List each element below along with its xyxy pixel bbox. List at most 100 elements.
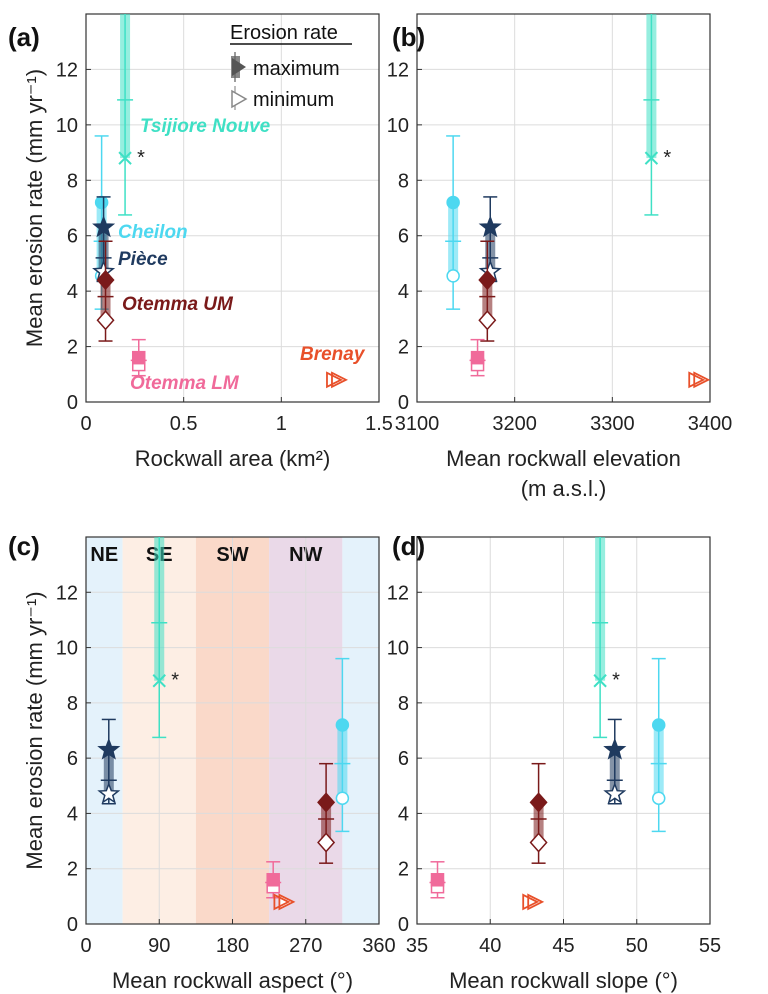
y-tick-label: 0	[67, 914, 78, 936]
marker-max	[336, 719, 348, 731]
x-tick-label: 3200	[492, 413, 537, 435]
legend-title: Erosion rate	[230, 22, 338, 44]
y-axis-label: Mean erosion rate (mm yr⁻¹)	[22, 591, 47, 869]
asterisk-note: *	[612, 670, 620, 692]
y-tick-label: 6	[67, 748, 78, 770]
asterisk-note: *	[171, 670, 179, 692]
point-piece	[481, 197, 500, 282]
data-marks	[430, 531, 667, 908]
marker-min	[336, 792, 348, 804]
aspect-sector-ne	[86, 537, 123, 924]
aspect-sector-n2	[342, 537, 379, 924]
y-tick-label: 10	[56, 638, 78, 660]
y-tick-label: 12	[56, 59, 78, 81]
marker-min	[531, 833, 547, 851]
x-tick-label: 0.5	[170, 413, 198, 435]
y-tick-label: 4	[398, 803, 409, 825]
marker-max	[472, 352, 484, 364]
y-tick-label: 0	[398, 914, 409, 936]
x-axis-label: Rockwall area (km²)	[135, 446, 331, 471]
point-brenay	[327, 373, 346, 387]
grid	[417, 537, 710, 924]
y-tick-label: 8	[398, 693, 409, 715]
y-tick-label: 2	[67, 337, 78, 359]
legend-max-label: maximum	[253, 58, 340, 80]
site-label-tsijiore: Tsijiore Nouve	[140, 116, 271, 137]
y-tick-label: 12	[387, 582, 409, 604]
point-otemma_lm	[470, 340, 486, 376]
x-tick-label: 90	[148, 935, 170, 957]
y-tick-label: 8	[398, 170, 409, 192]
asterisk-note: *	[137, 147, 145, 169]
point-otemma_lm	[430, 862, 446, 898]
asterisk-note: *	[663, 147, 671, 169]
point-otemma_lm	[131, 340, 147, 376]
y-tick-label: 2	[67, 859, 78, 881]
marker-min	[653, 792, 665, 804]
data-marks	[445, 8, 708, 386]
x-axis-label: Mean rockwall elevation	[446, 446, 681, 471]
point-tsijiore	[643, 8, 659, 214]
site-label-otemma_um: Otemma UM	[122, 294, 234, 315]
y-tick-label: 0	[67, 392, 78, 414]
site-label-otemma_lm: Otemma LM	[130, 373, 240, 394]
y-tick-label: 10	[387, 115, 409, 137]
marker-min	[98, 311, 114, 329]
marker-max	[133, 352, 145, 364]
y-tick-label: 6	[67, 226, 78, 248]
x-tick-label: 270	[289, 935, 322, 957]
y-tick-label: 10	[387, 638, 409, 660]
marker-max	[653, 719, 665, 731]
legend-min-label: minimum	[253, 89, 334, 111]
y-tick-label: 12	[387, 59, 409, 81]
marker-min	[447, 270, 459, 282]
panel-label: (a)	[8, 22, 40, 52]
marker-min	[479, 311, 495, 329]
y-tick-label: 2	[398, 337, 409, 359]
x-tick-label: 35	[406, 935, 428, 957]
point-tsijiore	[117, 8, 133, 214]
point-brenay	[523, 895, 542, 909]
point-brenay	[689, 373, 708, 387]
x-tick-label: 0	[80, 935, 91, 957]
y-tick-label: 4	[398, 281, 409, 303]
marker-max	[267, 874, 279, 886]
marker-max	[96, 196, 108, 208]
point-cheilon	[445, 136, 461, 309]
x-tick-label: 1	[276, 413, 287, 435]
x-tick-label: 40	[479, 935, 501, 957]
panel-d: 35 40 45 50 55 0 2 4 6 8 10 12 Mean rockwall slope (…	[387, 531, 721, 993]
x-tick-label: 55	[699, 935, 721, 957]
legend: Erosion rate maximum minimum	[230, 22, 352, 111]
panel-a: 0 0.5 1 1.5 0 2 4 6 8 10 12 Rockwall area (km²) Mean…	[8, 8, 393, 471]
panel-label: (d)	[392, 531, 425, 561]
y-tick-label: 6	[398, 748, 409, 770]
x-axis-label: Mean rockwall slope (°)	[449, 968, 678, 993]
y-tick-label: 4	[67, 803, 78, 825]
y-tick-label: 8	[67, 693, 78, 715]
y-tick-label: 8	[67, 170, 78, 192]
x-tick-label: 0	[80, 413, 91, 435]
y-axis-label: Mean erosion rate (mm yr⁻¹)	[22, 69, 47, 347]
legend-min-marker	[232, 91, 246, 107]
x-tick-label: 360	[362, 935, 395, 957]
site-label-cheilon: Cheilon	[118, 222, 188, 243]
x-axis-label: Mean rockwall aspect (°)	[112, 968, 353, 993]
marker-max	[447, 196, 459, 208]
y-tick-label: 4	[67, 281, 78, 303]
x-axis-label-2: (m a.s.l.)	[521, 476, 607, 501]
marker-max	[531, 793, 547, 811]
point-piece	[605, 719, 624, 803]
x-tick-label: 45	[552, 935, 574, 957]
axes-box	[417, 14, 710, 402]
panel-b: 3100 3200 3300 3400 0 2 4 6 8 10 12 Mean rockwall e…	[387, 8, 733, 501]
y-tick-label: 10	[56, 115, 78, 137]
y-tick-label: 0	[398, 392, 409, 414]
site-labels: Tsijiore Nouve Cheilon Pièce Otemma UM Otemm…	[118, 116, 366, 394]
x-tick-label: 3300	[590, 413, 635, 435]
y-tick-label: 12	[56, 582, 78, 604]
y-tick-label: 6	[398, 226, 409, 248]
panel-c: NESESWNW090180270360024681012Mean rockwa…	[8, 531, 396, 993]
x-tick-label: 3100	[395, 413, 440, 435]
